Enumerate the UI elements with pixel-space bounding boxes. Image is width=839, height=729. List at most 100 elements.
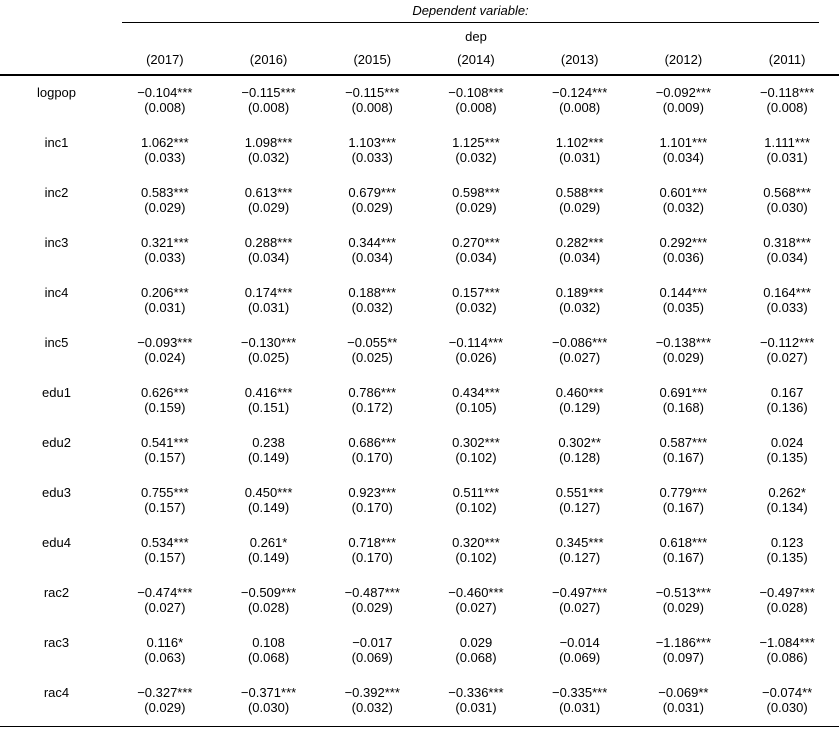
- stderr-cell: (0.027): [559, 600, 601, 615]
- stderr-cell: (0.031): [144, 300, 186, 315]
- coefficient-cell: 0.686***: [348, 435, 397, 450]
- stderr-cell: (0.024): [144, 350, 186, 365]
- stderr-cell: (0.151): [247, 400, 290, 415]
- column-header-2017: (2017): [113, 45, 217, 76]
- coefficient-cell: 0.786***: [348, 385, 397, 400]
- coefficient-cell: 0.613***: [244, 185, 293, 200]
- stderr-cell: (0.033): [144, 150, 186, 165]
- coefficient-cell: 1.103***: [348, 135, 397, 150]
- coefficient-cell: 0.302***: [452, 435, 500, 450]
- column-headers-row: (2017) (2016) (2015) (2014) (2013) (2012…: [0, 45, 839, 76]
- stderr-cell: (0.128): [559, 450, 601, 465]
- stderr-cell: (0.157): [144, 550, 186, 565]
- coefficient-cell: 0.601***: [659, 185, 708, 200]
- coefficient-cell: −0.497***: [759, 585, 815, 600]
- stderr-cell: (0.032): [351, 300, 393, 315]
- coefficient-cell: −0.336***: [448, 685, 504, 700]
- stderr-cell: (0.030): [766, 200, 808, 215]
- stderr-cell: (0.035): [662, 300, 704, 315]
- coefficient-row-edu2: edu2 0.541*** 0.238 0.686*** 0.302*** 0.302**…: [0, 426, 839, 450]
- stderr-cell: (0.034): [662, 150, 704, 165]
- coefficient-cell: −0.093***: [137, 335, 193, 350]
- coefficient-cell: 0.679***: [348, 185, 397, 200]
- stderr-cell: (0.030): [766, 700, 808, 715]
- stderr-cell: (0.028): [247, 600, 290, 615]
- coefficient-cell: 0.270***: [452, 235, 500, 250]
- stderr-row-edu2: (0.157) (0.149) (0.170) (0.102) (0.128) (0.16…: [0, 450, 839, 476]
- variable-label: inc1: [44, 135, 69, 150]
- row-spacer-cell: [0, 500, 113, 526]
- coefficient-cell: −0.115***: [345, 85, 400, 100]
- coefficient-row-inc1: inc1 1.062*** 1.098*** 1.103*** 1.125*** 1.10…: [0, 126, 839, 150]
- header-spacer-cell: [0, 45, 113, 76]
- coefficient-cell: −0.487***: [344, 585, 400, 600]
- coefficient-cell: 0.345***: [555, 535, 604, 550]
- coefficient-cell: 0.206***: [140, 285, 189, 300]
- coefficient-cell: 0.189***: [555, 285, 604, 300]
- stderr-cell: (0.149): [247, 450, 290, 465]
- header-spacer-cell: [0, 0, 113, 23]
- stderr-cell: (0.034): [766, 250, 808, 265]
- stderr-cell: (0.170): [351, 550, 393, 565]
- coefficient-cell: −1.084***: [759, 635, 815, 650]
- stderr-cell: (0.029): [247, 200, 290, 215]
- coefficient-cell: 0.450***: [244, 485, 293, 500]
- coefficient-cell: 1.101***: [659, 135, 708, 150]
- stderr-row-inc4: (0.031) (0.031) (0.032) (0.032) (0.032) (0.03…: [0, 300, 839, 326]
- coefficient-cell: −0.112***: [759, 335, 815, 350]
- stderr-row-logpop: (0.008) (0.008) (0.008) (0.008) (0.008) (0.00…: [0, 100, 839, 126]
- stderr-row-rac2: (0.027) (0.028) (0.029) (0.027) (0.027) (0.02…: [0, 600, 839, 626]
- stderr-cell: (0.157): [144, 500, 186, 515]
- coefficient-cell: −0.086***: [552, 335, 608, 350]
- stderr-row-edu4: (0.157) (0.149) (0.170) (0.102) (0.127) (0.16…: [0, 550, 839, 576]
- stderr-cell: (0.034): [455, 250, 497, 265]
- coefficient-cell: 0.541***: [140, 435, 189, 450]
- stderr-cell: (0.029): [351, 200, 393, 215]
- stderr-row-edu1: (0.159) (0.151) (0.172) (0.105) (0.129) (0.16…: [0, 400, 839, 426]
- coefficient-row-rac3: rac3 0.116* 0.108 −0.017 0.029 −0.014 −1.186**…: [0, 626, 839, 650]
- stderr-row-inc1: (0.033) (0.032) (0.033) (0.032) (0.031) (0.03…: [0, 150, 839, 176]
- variable-label: edu2: [42, 435, 71, 450]
- coefficient-cell: 0.434***: [452, 385, 500, 400]
- stderr-cell: (0.033): [351, 150, 393, 165]
- stderr-cell: (0.068): [455, 650, 497, 665]
- coefficient-cell: −0.092***: [655, 85, 712, 100]
- coefficient-cell: 0.588***: [555, 185, 604, 200]
- coefficient-cell: 1.111***: [764, 135, 810, 150]
- stderr-cell: (0.031): [559, 700, 601, 715]
- table-body: logpop −0.104*** −0.115*** −0.115*** −0.108*…: [0, 75, 839, 727]
- stderr-cell: (0.167): [662, 500, 704, 515]
- column-header-2014: (2014): [424, 45, 528, 76]
- stderr-cell: (0.029): [144, 200, 186, 215]
- coefficient-cell: −0.327***: [137, 685, 193, 700]
- stderr-cell: (0.097): [662, 650, 704, 665]
- stderr-cell: (0.032): [662, 200, 704, 215]
- variable-label: rac3: [43, 635, 70, 650]
- coefficient-cell: 0.460***: [555, 385, 604, 400]
- stderr-cell: (0.135): [766, 550, 808, 565]
- coefficient-cell: 0.302**: [558, 435, 601, 450]
- variable-label: edu4: [42, 535, 71, 550]
- stderr-cell: (0.068): [247, 650, 290, 665]
- coefficient-cell: 1.125***: [452, 135, 500, 150]
- stderr-row-edu3: (0.157) (0.149) (0.170) (0.102) (0.127) (0.16…: [0, 500, 839, 526]
- coefficient-cell: 1.098***: [244, 135, 293, 150]
- coefficient-cell: −0.392***: [344, 685, 400, 700]
- variable-label: rac2: [43, 585, 70, 600]
- stderr-cell: (0.167): [662, 450, 704, 465]
- coefficient-row-inc3: inc3 0.321*** 0.288*** 0.344*** 0.270*** 0.28…: [0, 226, 839, 250]
- stderr-row-inc3: (0.033) (0.034) (0.034) (0.034) (0.034) (0.03…: [0, 250, 839, 276]
- variable-label: inc4: [44, 285, 69, 300]
- stderr-cell: (0.025): [351, 350, 393, 365]
- stderr-cell: (0.008): [247, 100, 290, 115]
- variable-label: logpop: [36, 85, 77, 100]
- stderr-cell: (0.029): [144, 700, 186, 715]
- coefficient-row-rac2: rac2 −0.474*** −0.509*** −0.487*** −0.460***…: [0, 576, 839, 600]
- row-spacer-cell: [0, 350, 113, 376]
- coefficient-cell: −0.115***: [241, 85, 296, 100]
- coefficient-cell: 0.238: [252, 435, 285, 450]
- coefficient-cell: −0.074**: [761, 685, 813, 700]
- coefficient-cell: 0.108: [252, 635, 285, 650]
- coefficient-cell: 0.534***: [140, 535, 189, 550]
- stderr-cell: (0.026): [455, 350, 497, 365]
